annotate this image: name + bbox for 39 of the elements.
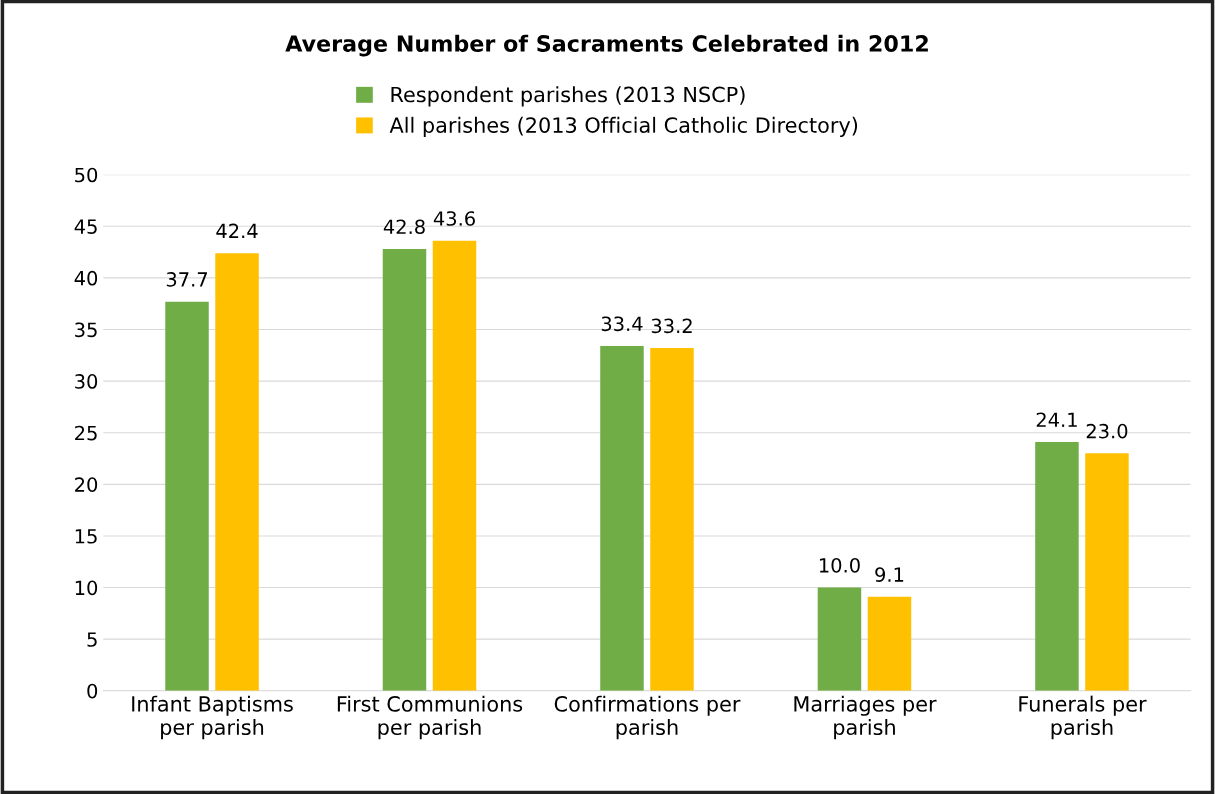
y-tick-label: 35 — [75, 322, 97, 338]
y-tick-label: 5 — [87, 632, 97, 647]
bar — [165, 301, 209, 691]
bar — [600, 346, 644, 691]
data-label: 23.0 — [1086, 423, 1128, 439]
data-label: 33.2 — [651, 318, 692, 334]
data-label: 33.4 — [601, 316, 643, 332]
data-label: 10.0 — [819, 557, 860, 573]
legend-label: All parishes (2013 Official Catholic Directory) — [389, 116, 858, 137]
bar — [432, 240, 477, 691]
y-tick-label: 10 — [75, 580, 98, 596]
data-label: 42.4 — [216, 223, 258, 238]
legend-label: Respondent parishes (2013 NSCP) — [391, 86, 745, 107]
y-tick-label: 25 — [75, 425, 97, 441]
x-tick-label: Confirmations per parish — [554, 695, 741, 740]
x-tick-label: Funerals per parish — [1019, 695, 1147, 740]
data-label: 42.8 — [383, 219, 425, 235]
bar — [650, 348, 694, 691]
data-label: 24.1 — [1036, 412, 1077, 427]
y-tick-label: 0 — [87, 683, 98, 699]
bar — [817, 587, 862, 691]
bar — [382, 249, 427, 691]
bar — [1035, 442, 1079, 691]
x-tick-label: First Communions per parish — [337, 695, 523, 740]
data-label: 9.1 — [875, 567, 904, 582]
x-tick-label: Infant Baptisms per parish — [132, 695, 293, 740]
bar — [1085, 453, 1129, 691]
bar — [215, 253, 259, 691]
y-tick-label: 50 — [75, 167, 98, 183]
y-tick-label: 40 — [74, 270, 98, 286]
x-tick-label: Marriages per parish — [794, 695, 937, 740]
y-tick-label: 30 — [75, 374, 98, 389]
chart-title: Average Number of Sacraments Celebrated in 2012 — [285, 34, 928, 57]
data-label: 37.7 — [166, 272, 207, 287]
y-tick-label: 15 — [75, 529, 97, 544]
data-label: 43.6 — [433, 211, 475, 226]
bar — [867, 596, 912, 691]
y-tick-label: 20 — [75, 477, 98, 492]
y-tick-label: 45 — [74, 219, 97, 234]
